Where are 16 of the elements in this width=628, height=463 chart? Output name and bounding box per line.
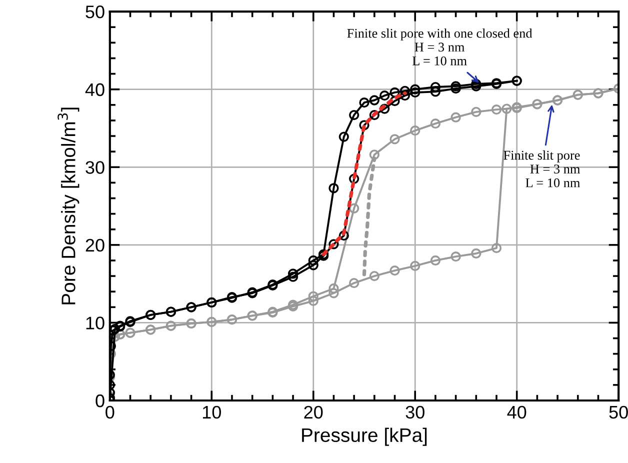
x-tick-label: 40: [507, 406, 526, 419]
x-axis-title: Pressure [kPa]: [302, 428, 427, 446]
y-axis-title: Pore Density [kmol/m$^{3}$]: [58, 108, 80, 304]
x-tick-label: 20: [304, 406, 323, 419]
y-tick-label: 10: [86, 316, 104, 330]
annotation: Finite slit pore with one closed end H = 3 nm L = 10 nm: [347, 28, 532, 66]
annotation: Finite slit pore H = 3 nm L = 10 nm: [504, 150, 580, 188]
y-tick-label: 20: [86, 238, 104, 252]
x-tick-label: 10: [202, 406, 221, 419]
y-tick-label: 0: [96, 394, 104, 408]
y-tick-label: 50: [86, 6, 104, 18]
x-tick-label: 30: [406, 406, 424, 419]
x-tick-label: 0: [106, 406, 114, 419]
x-tick-label: 50: [609, 406, 628, 419]
y-tick-label: 40: [85, 83, 104, 96]
y-tick-label: 30: [86, 161, 104, 174]
